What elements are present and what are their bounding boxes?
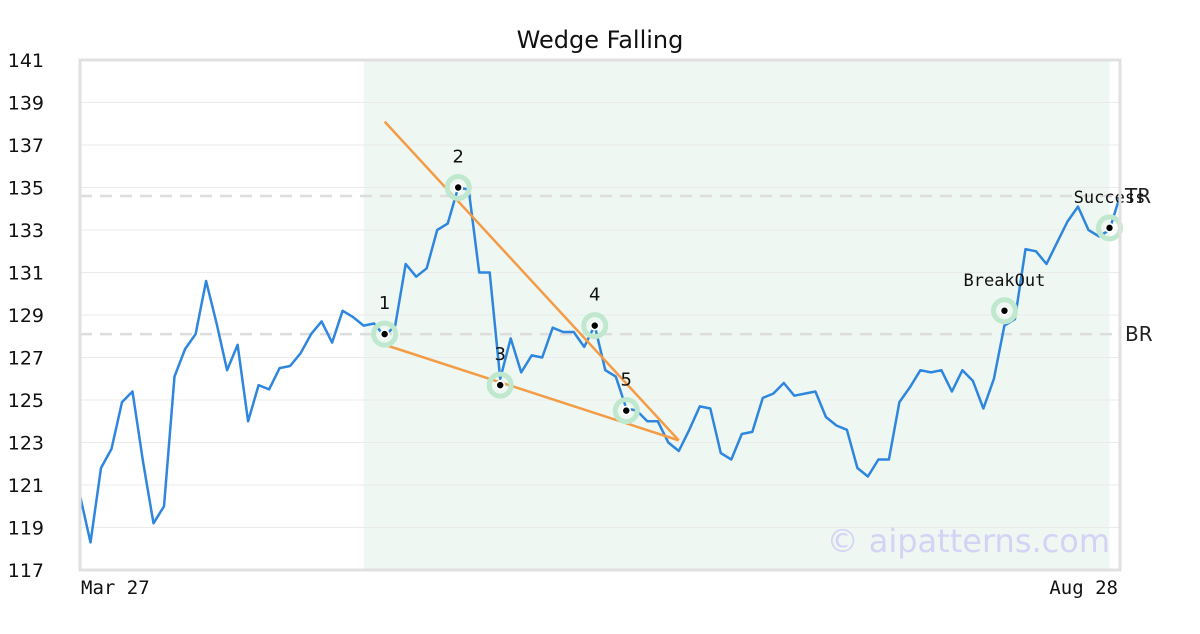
y-tick-label-133: 133 (8, 220, 44, 242)
point-label-success: Success (1074, 188, 1146, 208)
level-label-tr: TR (1124, 184, 1151, 208)
level-label-br: BR (1125, 322, 1153, 346)
y-tick-label-117: 117 (8, 560, 44, 582)
upper-trendline (383, 120, 680, 442)
y-tick-label-119: 119 (8, 518, 44, 540)
y-tick-label-141: 141 (8, 50, 44, 72)
y-tick-label-127: 127 (8, 348, 44, 370)
y-tick-label-121: 121 (8, 475, 44, 497)
x-start-label: Mar 27 (81, 577, 150, 599)
point-marker (497, 381, 504, 389)
point-label-3: 3 (494, 344, 505, 365)
point-label-1: 1 (379, 293, 390, 314)
y-tick-label-135: 135 (8, 178, 44, 200)
point-marker (591, 322, 598, 329)
y-tick-label-139: 139 (8, 93, 44, 115)
point-halo (581, 312, 609, 340)
point-halo (444, 174, 472, 201)
point-label-2: 2 (452, 147, 463, 168)
plot-frame (78, 58, 1122, 572)
point-marker (623, 407, 630, 414)
chart-title: Wedge Falling (517, 26, 684, 54)
pattern-point-5: 5 (612, 370, 640, 425)
point-marker (1001, 307, 1008, 314)
price-line (78, 186, 1122, 544)
pattern-point-4: 4 (581, 285, 609, 340)
y-tick-label-123: 123 (8, 433, 44, 455)
point-label-4: 4 (589, 285, 600, 306)
point-marker (454, 184, 462, 191)
pattern-point-2: 2 (444, 147, 472, 201)
pattern-point-1: 1 (371, 293, 399, 348)
point-halo (371, 320, 399, 348)
point-marker (381, 330, 388, 338)
point-label-breakout: BreakOut (963, 271, 1045, 291)
x-end-label: Aug 28 (1049, 577, 1118, 599)
point-marker (1106, 224, 1113, 232)
point-halo (612, 397, 640, 425)
lower-trendline (384, 343, 680, 442)
point-label-5: 5 (621, 370, 632, 391)
y-tick-label-129: 129 (8, 305, 44, 327)
point-halo (990, 297, 1018, 325)
point-halo (486, 371, 514, 399)
y-tick-label-131: 131 (8, 263, 44, 285)
pattern-point-3: 3 (486, 344, 514, 399)
y-tick-label-137: 137 (8, 135, 44, 157)
watermark: © aipatterns.com (827, 522, 1110, 560)
y-tick-label-125: 125 (8, 390, 44, 412)
pattern-point-breakout: BreakOut (963, 271, 1045, 325)
